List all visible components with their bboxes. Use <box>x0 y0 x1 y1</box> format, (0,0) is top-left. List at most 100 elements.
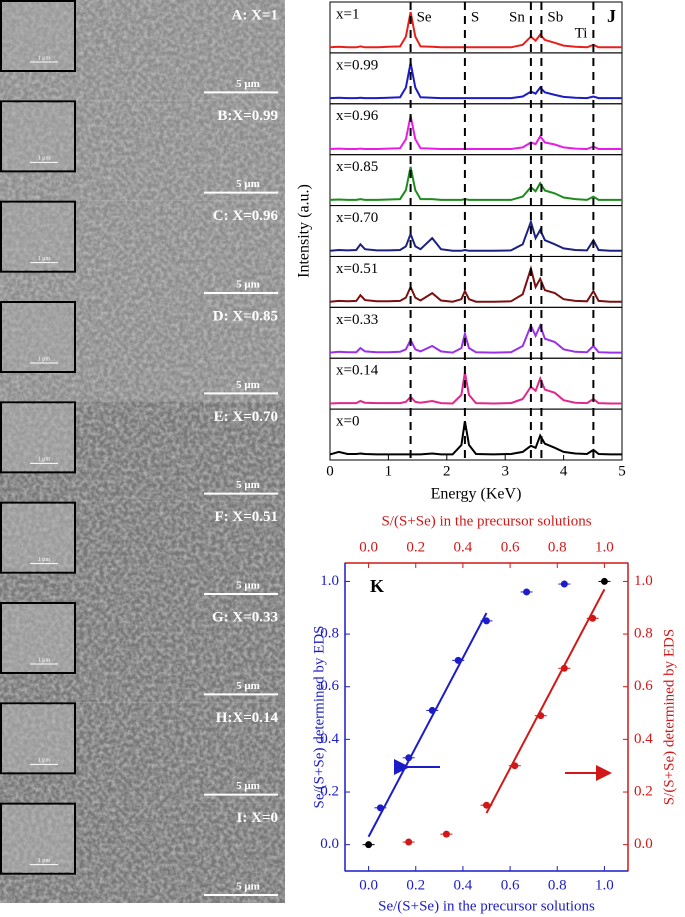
x-axis-label: Energy (KeV) <box>431 486 522 503</box>
peak-label: Se <box>417 9 432 25</box>
scale-label: 5 μm <box>236 479 260 491</box>
x2-tick-label: 1.0 <box>595 539 614 555</box>
scale-label: 5 μm <box>236 279 260 291</box>
panel-label: G: X=0.33 <box>212 609 278 625</box>
x-axis-label: Se/(S+Se) in the precursor solutions <box>378 898 595 914</box>
x2-tick-label: 0.8 <box>548 539 567 555</box>
x-tick-label: 0.0 <box>359 877 378 893</box>
x-tick-label: 1.0 <box>595 877 614 893</box>
series-label: x=0.96 <box>336 108 379 124</box>
point <box>511 762 519 770</box>
scale-label: 5 μm <box>236 881 260 893</box>
point <box>600 577 608 585</box>
series-label: x=0.14 <box>336 363 379 379</box>
fit-line <box>485 588 606 814</box>
point <box>537 712 545 720</box>
inset-texture <box>2 303 74 371</box>
panel-label: J <box>607 6 616 26</box>
x2-tick-label: 0.4 <box>454 539 473 555</box>
spectrum-line <box>329 322 622 354</box>
inset-texture <box>2 2 74 70</box>
point <box>589 614 597 622</box>
panel-label: E: X=0.70 <box>214 409 278 425</box>
y2-tick-label: 1.0 <box>634 573 653 589</box>
peak-label: S <box>471 9 479 25</box>
inset-scale: 1 μm <box>38 156 51 162</box>
point <box>442 830 450 838</box>
inset-scale: 1 μm <box>38 657 51 663</box>
scale-label: 5 μm <box>236 680 260 692</box>
point <box>365 841 373 849</box>
y2-tick-label: 0.2 <box>634 783 653 799</box>
fit-line <box>367 612 488 838</box>
y2-tick-label: 0.8 <box>634 626 653 642</box>
y2-tick-label: 0.4 <box>634 731 653 747</box>
series-label: x=0.33 <box>336 312 378 328</box>
series-label: x=0.70 <box>336 210 378 226</box>
y-tick-label: 0.0 <box>320 836 339 852</box>
point <box>454 656 462 664</box>
x2-axis-label: S/(S+Se) in the precursor solutions <box>381 513 591 529</box>
x2-tick-label: 0.2 <box>406 539 425 555</box>
y2-tick-label: 0.0 <box>634 836 653 852</box>
scale-label: 5 μm <box>236 178 260 190</box>
x-tick-label: 0.6 <box>501 877 520 893</box>
panel-label: F: X=0.51 <box>214 509 278 525</box>
inset-scale: 1 μm <box>38 256 51 262</box>
x-tick-label: 1 <box>385 463 393 479</box>
inset-texture <box>2 202 74 271</box>
point <box>405 838 413 846</box>
spectrum-line <box>329 421 622 456</box>
y-tick-label: 0.6 <box>320 678 339 694</box>
x-tick-label: 2 <box>443 463 451 479</box>
scale-label: 5 μm <box>236 78 260 90</box>
inset-texture <box>2 604 74 672</box>
x2-tick-label: 0.6 <box>501 539 520 555</box>
peak-label: Ti <box>575 25 588 41</box>
series-label: x=0.51 <box>336 261 378 277</box>
panel-label: A: X=1 <box>232 7 278 23</box>
plot-frame <box>344 562 629 872</box>
inset-texture <box>2 403 74 472</box>
series-label: x=0 <box>336 414 359 430</box>
point <box>483 617 490 625</box>
inset-texture <box>2 503 74 572</box>
y-axis-label: Intensity (a.u.) <box>296 184 313 278</box>
inset-texture <box>2 804 74 873</box>
x-tick-label: 0.4 <box>454 877 473 893</box>
point <box>376 804 384 812</box>
panel-label: D: X=0.85 <box>213 308 278 324</box>
point <box>405 754 413 762</box>
y-axis-label: Se/(S+Se) determined by EDS <box>311 625 327 808</box>
scale-label: 5 μm <box>236 780 260 792</box>
point <box>483 801 490 809</box>
spectrum-line <box>329 62 622 100</box>
spectrum-line <box>329 218 622 252</box>
scale-label: 5 μm <box>236 379 260 391</box>
y-tick-label: 1.0 <box>320 573 339 589</box>
panel-label: K <box>370 576 384 596</box>
inset-texture <box>2 704 74 773</box>
y2-axis-label: S/(S+Se) determined by EDS <box>661 629 677 805</box>
inset-scale: 1 μm <box>38 557 51 563</box>
scale-label: 5 μm <box>236 580 260 592</box>
point <box>560 580 568 588</box>
point <box>560 664 568 672</box>
x2-tick-label: 0.0 <box>359 539 378 555</box>
y-tick-label: 0.4 <box>320 731 339 747</box>
point <box>523 588 531 596</box>
x-tick-label: 0 <box>326 463 334 479</box>
inset-scale: 1 μm <box>38 457 51 463</box>
x-tick-label: 4 <box>560 463 568 479</box>
peak-label: Sb <box>547 9 563 25</box>
y-tick-label: 0.8 <box>320 626 339 642</box>
x-tick-label: 0.2 <box>406 877 425 893</box>
inset-scale: 1 μm <box>38 356 51 362</box>
panel-label: I: X=0 <box>237 810 278 826</box>
spectrum-frame <box>329 408 623 461</box>
inset-texture <box>2 102 74 171</box>
panel-label: B:X=0.99 <box>217 108 278 124</box>
series-label: x=0.99 <box>336 57 378 73</box>
inset-scale: 1 μm <box>38 55 51 61</box>
panel-label: C: X=0.96 <box>213 208 279 224</box>
